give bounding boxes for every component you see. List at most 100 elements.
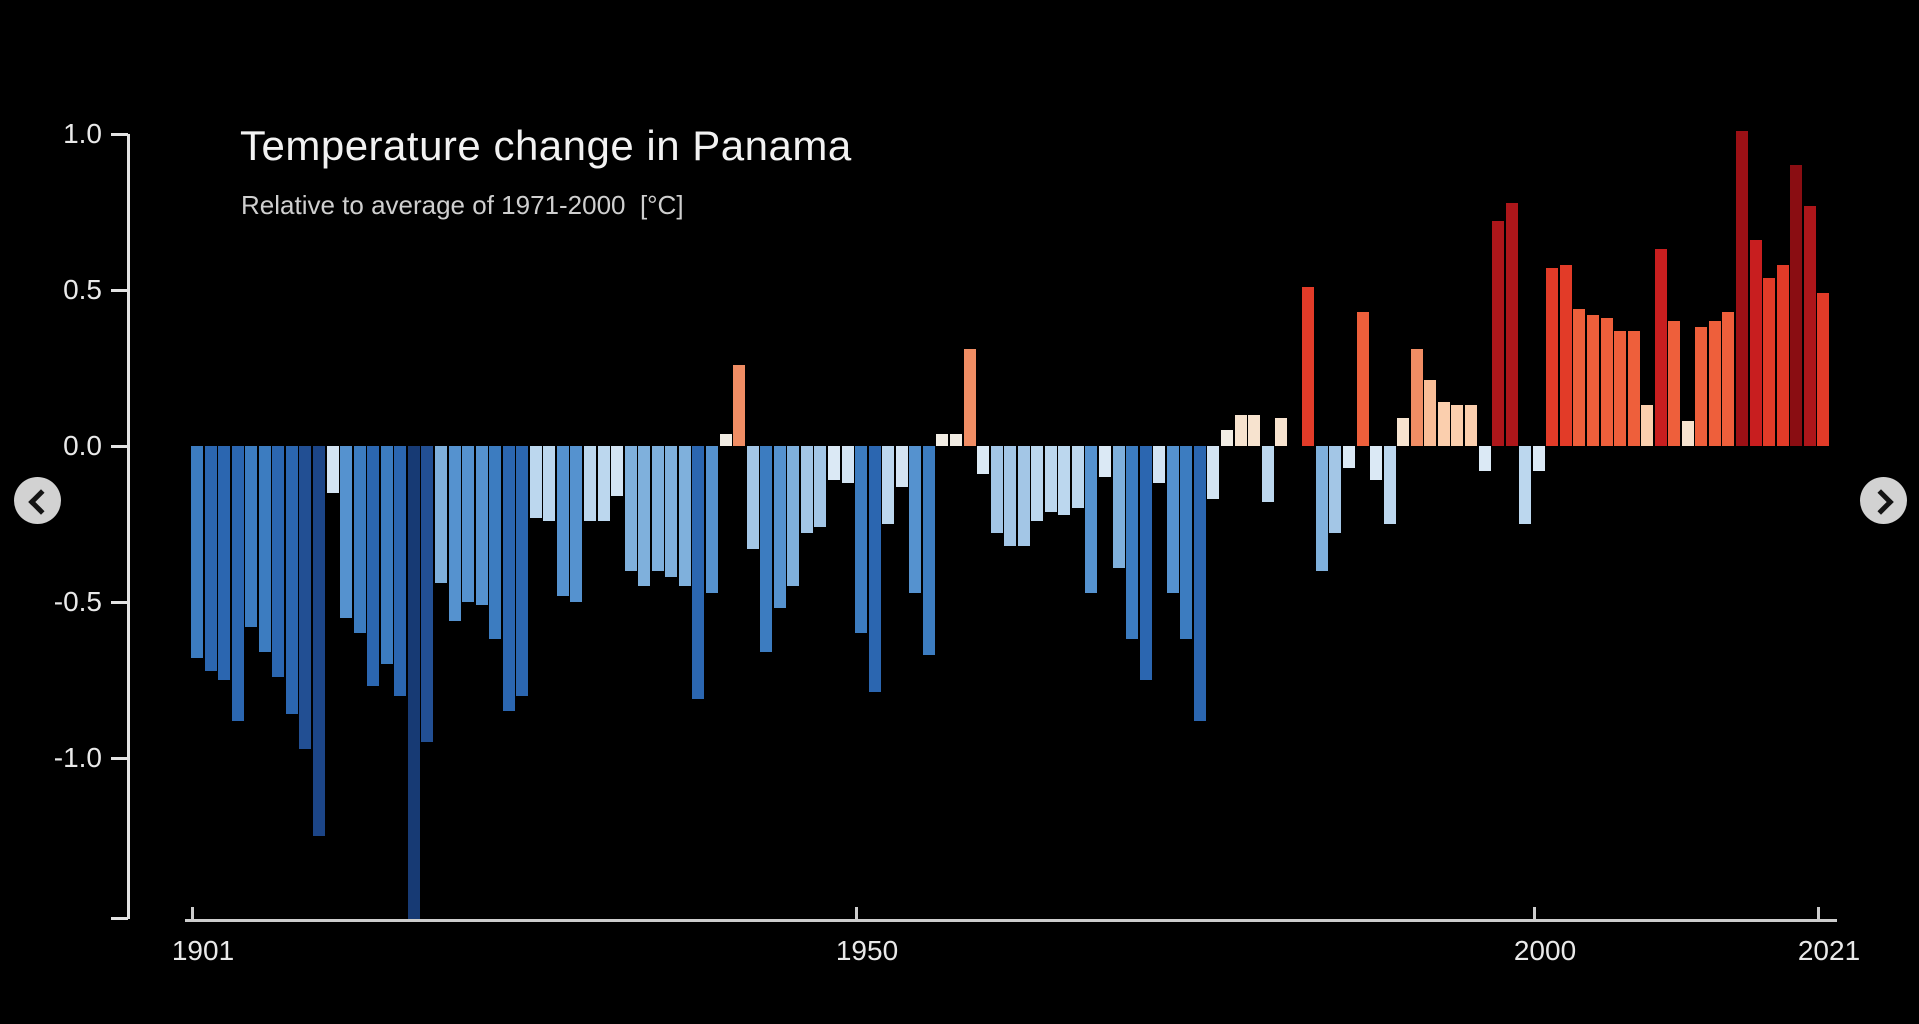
carousel-next-button[interactable] [1860, 477, 1907, 524]
y-tick-label: -0.5 [53, 586, 102, 617]
x-tick-label: 1950 [835, 935, 899, 966]
bar-1935 [652, 446, 664, 571]
bar-1928 [557, 446, 569, 596]
bar-1975 [1194, 446, 1206, 721]
bar-1956 [936, 434, 948, 446]
bar-1990 [1397, 418, 1409, 446]
bar-1953 [896, 446, 908, 487]
bar-2011 [1682, 421, 1694, 446]
bar-2021 [1817, 293, 1829, 446]
bar-1912 [340, 446, 352, 618]
y-tick-label: 0.0 [63, 430, 102, 461]
bar-1932 [611, 446, 623, 496]
bar-1916 [394, 446, 406, 696]
x-axis-tick [855, 907, 858, 920]
bar-1905 [245, 446, 257, 627]
bar-2009 [1655, 249, 1667, 446]
bar-1972 [1153, 446, 1165, 483]
bar-1957 [950, 434, 962, 446]
bar-2006 [1614, 331, 1626, 446]
bar-1994 [1451, 405, 1463, 446]
bar-1977 [1221, 430, 1233, 446]
bar-1934 [638, 446, 650, 586]
x-axis-line [185, 919, 1837, 922]
y-tick-label: 1.0 [63, 118, 102, 149]
bar-1937 [679, 446, 691, 586]
bar-2016 [1750, 240, 1762, 446]
bar-1966 [1072, 446, 1084, 508]
bar-1902 [205, 446, 217, 671]
y-tick-label: -1.0 [53, 742, 102, 773]
bar-1907 [272, 446, 284, 677]
bar-2020 [1804, 206, 1816, 446]
bar-1938 [692, 446, 704, 699]
chevron-right-icon [1868, 489, 1894, 515]
bar-1963 [1031, 446, 1043, 521]
x-axis-tick [191, 907, 194, 920]
bar-1965 [1058, 446, 1070, 515]
y-axis-tick [111, 757, 128, 760]
bar-1991 [1411, 349, 1423, 446]
bar-1952 [882, 446, 894, 524]
bar-1988 [1370, 446, 1382, 480]
bar-1998 [1506, 203, 1518, 446]
bar-1911 [327, 446, 339, 493]
bar-2000 [1533, 446, 1545, 471]
bar-2018 [1777, 265, 1789, 446]
bar-1967 [1085, 446, 1097, 593]
bar-1947 [814, 446, 826, 527]
bar-1909 [299, 446, 311, 749]
bar-1959 [977, 446, 989, 474]
bar-1946 [801, 446, 813, 533]
x-axis-tick [1817, 907, 1820, 920]
bar-2014 [1722, 312, 1734, 446]
bar-1936 [665, 446, 677, 577]
bar-1992 [1424, 380, 1436, 446]
bar-1987 [1357, 312, 1369, 446]
bar-1962 [1018, 446, 1030, 546]
bar-1968 [1099, 446, 1111, 477]
bar-1920 [449, 446, 461, 621]
bar-1939 [706, 446, 718, 593]
bar-1929 [570, 446, 582, 602]
bar-2013 [1709, 321, 1721, 446]
bar-1945 [787, 446, 799, 586]
bar-1923 [489, 446, 501, 639]
y-axis-tick [111, 133, 128, 136]
bar-1976 [1207, 446, 1219, 499]
carousel-prev-button[interactable] [14, 477, 61, 524]
chevron-left-icon [28, 489, 54, 515]
bar-1970 [1126, 446, 1138, 639]
bar-1955 [923, 446, 935, 655]
bar-1943 [760, 446, 772, 652]
bar-1999 [1519, 446, 1531, 524]
bar-1969 [1113, 446, 1125, 568]
bar-1981 [1275, 418, 1287, 446]
bar-1979 [1248, 415, 1260, 446]
y-axis-foot [111, 916, 128, 920]
bar-2015 [1736, 131, 1748, 446]
bar-1997 [1492, 221, 1504, 446]
bar-2012 [1695, 327, 1707, 446]
bar-1973 [1167, 446, 1179, 593]
x-axis-tick [1533, 907, 1536, 920]
chart-subtitle: Relative to average of 1971-2000 [°C] [241, 190, 684, 220]
bar-1915 [381, 446, 393, 664]
bar-2005 [1601, 318, 1613, 446]
bar-1919 [435, 446, 447, 583]
bar-2002 [1560, 265, 1572, 446]
bar-1926 [530, 446, 542, 518]
bar-1993 [1438, 402, 1450, 446]
bar-1933 [625, 446, 637, 571]
bar-1930 [584, 446, 596, 521]
bar-1921 [462, 446, 474, 602]
bar-1960 [991, 446, 1003, 533]
x-tick-label: 1901 [171, 935, 235, 966]
bar-1985 [1329, 446, 1341, 533]
bar-1980 [1262, 446, 1274, 502]
x-tick-label: 2000 [1513, 935, 1577, 966]
bar-2004 [1587, 315, 1599, 446]
bar-1914 [367, 446, 379, 686]
bar-1974 [1180, 446, 1192, 639]
bar-1958 [964, 349, 976, 446]
